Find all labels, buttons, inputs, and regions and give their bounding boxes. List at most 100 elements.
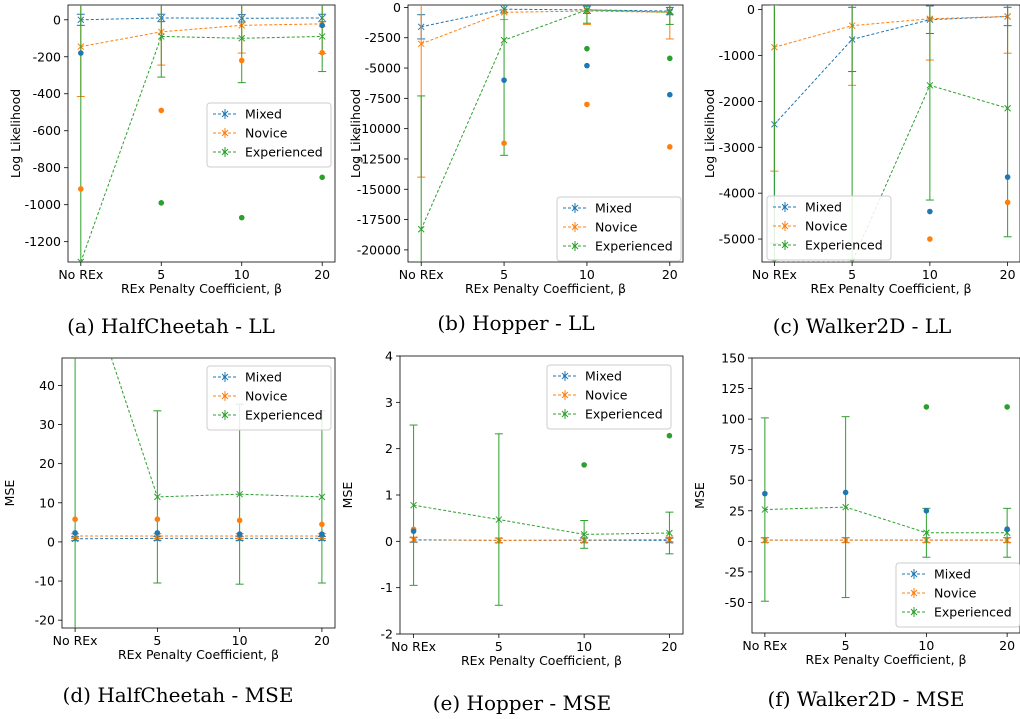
legend-marker: [221, 110, 229, 118]
chart-caption: (b) Hopper - LL: [437, 311, 594, 335]
chart-caption: (f) Walker2D - MSE: [767, 687, 964, 711]
legend-item-experienced: Experienced: [213, 145, 323, 160]
legend-item-experienced: Experienced: [773, 238, 883, 253]
data-point: [77, 258, 85, 262]
scatter-point: [667, 144, 673, 150]
legend-marker: [221, 392, 229, 400]
chart-panel-2: 0 -2500 -5000 -7500 -10000 -12500 -15000 -17500…: [348, 0, 684, 335]
y-axis-label: Log Likelihood: [348, 89, 363, 178]
y-tick-label: -1000: [719, 48, 755, 63]
y-axis-label: MSE: [340, 482, 355, 509]
x-tick-label: 5: [848, 267, 856, 282]
scatter-point: [501, 140, 507, 146]
y-tick-label: -400: [33, 86, 61, 101]
scatter-point: [581, 462, 587, 468]
x-tick-label: 5: [153, 633, 161, 648]
legend-label: Experienced: [245, 145, 323, 160]
legend-item-mixed: Mixed: [563, 201, 632, 216]
scatter-point: [667, 91, 673, 98]
scatter-point: [78, 50, 84, 56]
data-point: [923, 529, 930, 537]
x-axis-label: REx Penalty Coefficient, β: [118, 647, 279, 662]
plot-area: [760, 404, 1012, 602]
scatter-point: [410, 528, 417, 534]
legend-item-novice: Novice: [902, 586, 977, 601]
scatter-point: [236, 531, 243, 537]
plot-frame: [761, 4, 1020, 263]
y-tick-label: -5000: [365, 61, 401, 76]
legend-item-novice: Novice: [213, 389, 288, 404]
chart-caption: (c) Walker2D - LL: [773, 314, 952, 338]
chart-panel-1: 0 -200 -400 -600 -800 -1000 -1200 No REx 5 10 20 RE…: [8, 4, 336, 338]
data-point: [154, 493, 161, 501]
legend-label: Novice: [805, 219, 848, 234]
x-tick-label: 20: [1000, 267, 1016, 282]
y-tick-label: -2: [381, 627, 393, 642]
series-line: [774, 15, 1008, 48]
series-experienced: [77, 5, 327, 262]
y-tick-label: 20: [39, 456, 55, 471]
series-line: [80, 17, 323, 21]
data-point: [72, 245, 78, 251]
data-point: [583, 6, 591, 14]
scatter-point: [923, 507, 930, 514]
legend: Mixed Novice Experienced: [766, 195, 892, 261]
data-point: [926, 81, 934, 89]
scatter-point: [842, 489, 849, 496]
y-tick-label: -10: [35, 574, 55, 589]
x-tick-label: 10: [234, 267, 250, 282]
legend-box: [766, 195, 892, 261]
legend-item-mixed: Mixed: [902, 567, 971, 582]
plot-frame: [751, 357, 1020, 634]
y-axis-label: Log Likelihood: [8, 89, 23, 178]
legend-box: [206, 102, 332, 168]
legend-item-novice: Novice: [213, 126, 288, 141]
legend-box: [556, 196, 682, 262]
chart-caption: (e) Hopper - MSE: [433, 691, 612, 715]
legend-item-mixed: Mixed: [553, 369, 622, 384]
y-tick-label: 100: [721, 412, 745, 427]
scatter-point: [319, 49, 325, 56]
y-tick-label: -7500: [365, 91, 401, 106]
x-tick-label: No REx: [752, 267, 797, 282]
x-tick-label: 5: [495, 639, 503, 654]
data-point: [842, 503, 849, 511]
series-novice: [770, 5, 1012, 172]
y-tick-label: 2: [385, 441, 393, 456]
scatter-point: [584, 101, 590, 108]
series-experienced: [409, 424, 674, 606]
y-tick-label: 10: [39, 495, 55, 510]
y-tick-label: 4: [385, 349, 393, 364]
y-tick-label: -200: [33, 49, 61, 64]
data-point: [580, 531, 588, 538]
y-tick-label: 30: [39, 417, 55, 432]
y-tick-label: -12500: [357, 151, 401, 166]
chart-panel-3: 0 -1000 -2000 -3000 -4000 -5000 No REx 5 10 20 REx…: [702, 2, 1020, 338]
x-tick-label: No REx: [742, 638, 787, 653]
y-tick-label: -1000: [25, 197, 61, 212]
series-mixed: [76, 13, 327, 26]
legend-label: Experienced: [585, 407, 663, 422]
x-axis-label: REx Penalty Coefficient, β: [121, 281, 282, 296]
series-line: [413, 504, 670, 535]
y-tick-label: 0: [747, 2, 755, 17]
scatter-point: [666, 432, 673, 439]
series-mixed: [417, 5, 674, 40]
data-point: [495, 516, 503, 523]
x-tick-label: 20: [999, 638, 1015, 653]
legend-item-novice: Novice: [773, 219, 848, 234]
legend-label: Mixed: [934, 567, 971, 582]
legend-label: Novice: [245, 389, 288, 404]
legend-item-mixed: Mixed: [773, 200, 842, 215]
legend-marker: [781, 203, 789, 211]
x-tick-label: 10: [576, 639, 592, 654]
series-line: [421, 8, 670, 28]
y-tick-label: 1: [385, 488, 393, 503]
x-tick-label: No REx: [58, 267, 103, 282]
data-point: [417, 40, 425, 48]
y-axis-label: Log Likelihood: [702, 89, 717, 178]
data-point: [238, 34, 246, 42]
legend: Mixed Novice Experienced: [895, 562, 1020, 628]
